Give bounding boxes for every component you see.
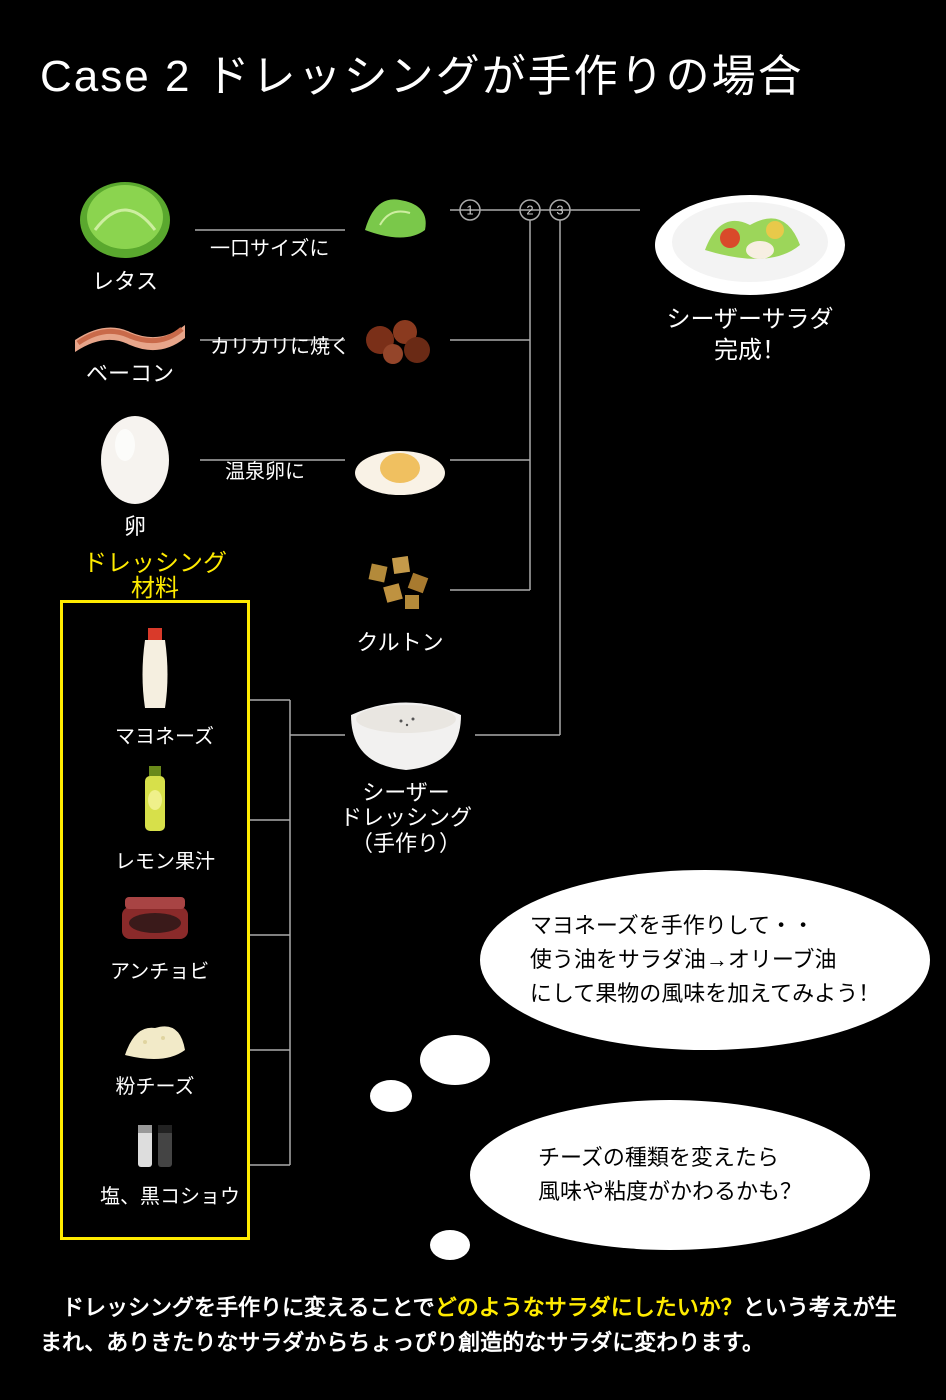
mayo-icon bbox=[115, 620, 195, 715]
salad-plate-icon bbox=[650, 170, 850, 300]
dressing-line2: ドレッシング bbox=[340, 805, 472, 830]
crouton-icon bbox=[355, 545, 445, 620]
bubble-top-l2: 使う油をサラダ油→オリーブ油 bbox=[530, 947, 837, 972]
bacon-label: ベーコン bbox=[70, 356, 190, 388]
lemon-label: レモン果汁 bbox=[115, 845, 195, 874]
result-line2: 完成！ bbox=[714, 338, 786, 364]
footer-text: ドレッシングを手作りに変えることでどのようなサラダにしたいか？という考えが生まれ… bbox=[40, 1290, 906, 1360]
anchovy-label: アンチョビ bbox=[110, 955, 200, 984]
ingredient-egg: 卵 bbox=[95, 405, 175, 541]
thought-bubble-top: マヨネーズを手作りして・・ 使う油をサラダ油→オリーブ油 にして果物の風味を加え… bbox=[480, 870, 930, 1050]
dressing-bowl: シーザー ドレッシング （手作り） bbox=[340, 695, 472, 856]
lemon-icon bbox=[115, 760, 195, 840]
bowl-icon bbox=[341, 695, 471, 775]
dressing-cheese: 粉チーズ bbox=[115, 1010, 195, 1099]
cheese-label: 粉チーズ bbox=[115, 1070, 195, 1099]
bubble-dot-1 bbox=[420, 1035, 490, 1085]
lettuce-cut-icon bbox=[355, 185, 435, 245]
dressing-title-l2: 材料 bbox=[131, 576, 179, 602]
result-label: シーザーサラダ 完成！ bbox=[650, 305, 850, 367]
processed-lettuce bbox=[355, 185, 435, 250]
svg-text:1: 1 bbox=[466, 203, 473, 218]
dressing-line1: シーザー bbox=[362, 780, 450, 805]
dressing-anchovy: アンチョビ bbox=[110, 895, 200, 984]
lettuce-action: 一口サイズに bbox=[210, 232, 329, 261]
bubble-top-text: マヨネーズを手作りして・・ 使う油をサラダ油→オリーブ油 にして果物の風味を加え… bbox=[530, 909, 880, 1011]
bacon-action: カリカリに焼く bbox=[210, 330, 350, 359]
page-title: Case 2 ドレッシングが手作りの場合 bbox=[40, 40, 804, 104]
svg-text:3: 3 bbox=[556, 203, 563, 218]
egg-icon bbox=[95, 405, 175, 505]
onsen-egg-icon bbox=[350, 428, 450, 498]
anchovy-icon bbox=[110, 895, 200, 950]
result-line1: シーザーサラダ bbox=[666, 307, 833, 333]
processed-egg bbox=[350, 428, 450, 503]
processed-bacon bbox=[355, 310, 445, 375]
ingredient-lettuce: レタス bbox=[75, 175, 175, 296]
dressing-box-title: ドレッシング 材料 bbox=[60, 552, 250, 602]
bubble-dot-2 bbox=[370, 1080, 412, 1112]
crouton-label: クルトン bbox=[355, 625, 445, 657]
bubble-top-l1: マヨネーズを手作りして・・ bbox=[530, 913, 814, 938]
bubble-bottom-l1: チーズの種類を変えたら bbox=[538, 1145, 779, 1170]
cheese-icon bbox=[115, 1010, 195, 1065]
bubble-dot-3 bbox=[430, 1230, 470, 1260]
mayo-label: マヨネーズ bbox=[115, 720, 195, 749]
dressing-mayo: マヨネーズ bbox=[115, 620, 195, 749]
bubble-bottom-text: チーズの種類を変えたら 風味や粘度がかわるかも？ bbox=[538, 1141, 802, 1209]
dressing-line3: （手作り） bbox=[351, 831, 461, 856]
dressing-bowl-label: シーザー ドレッシング （手作り） bbox=[340, 780, 472, 856]
ingredient-bacon: ベーコン bbox=[70, 310, 190, 388]
egg-label: 卵 bbox=[95, 509, 175, 541]
egg-action: 温泉卵に bbox=[225, 455, 305, 484]
bubble-top-l3: にして果物の風味を加えてみよう！ bbox=[530, 981, 880, 1006]
thought-bubble-bottom: チーズの種類を変えたら 風味や粘度がかわるかも？ bbox=[470, 1100, 870, 1250]
bacon-icon bbox=[70, 310, 190, 352]
lettuce-icon bbox=[75, 175, 175, 260]
dressing-saltpepper: 塩、黒コショウ bbox=[100, 1115, 210, 1209]
bacon-cooked-icon bbox=[355, 310, 445, 370]
lettuce-label: レタス bbox=[75, 264, 175, 296]
footer-highlight: どのようなサラダにしたいか？ bbox=[435, 1295, 743, 1320]
dressing-lemon: レモン果汁 bbox=[115, 760, 195, 874]
footer-pre: ドレッシングを手作りに変えることで bbox=[40, 1295, 435, 1320]
crouton: クルトン bbox=[355, 545, 445, 657]
bubble-bottom-l2: 風味や粘度がかわるかも？ bbox=[538, 1179, 802, 1204]
dressing-title-l1: ドレッシング bbox=[83, 551, 227, 577]
result-salad: シーザーサラダ 完成！ bbox=[650, 170, 850, 367]
saltpepper-icon bbox=[100, 1115, 210, 1175]
saltpepper-label: 塩、黒コショウ bbox=[100, 1180, 210, 1209]
svg-text:2: 2 bbox=[526, 203, 533, 218]
